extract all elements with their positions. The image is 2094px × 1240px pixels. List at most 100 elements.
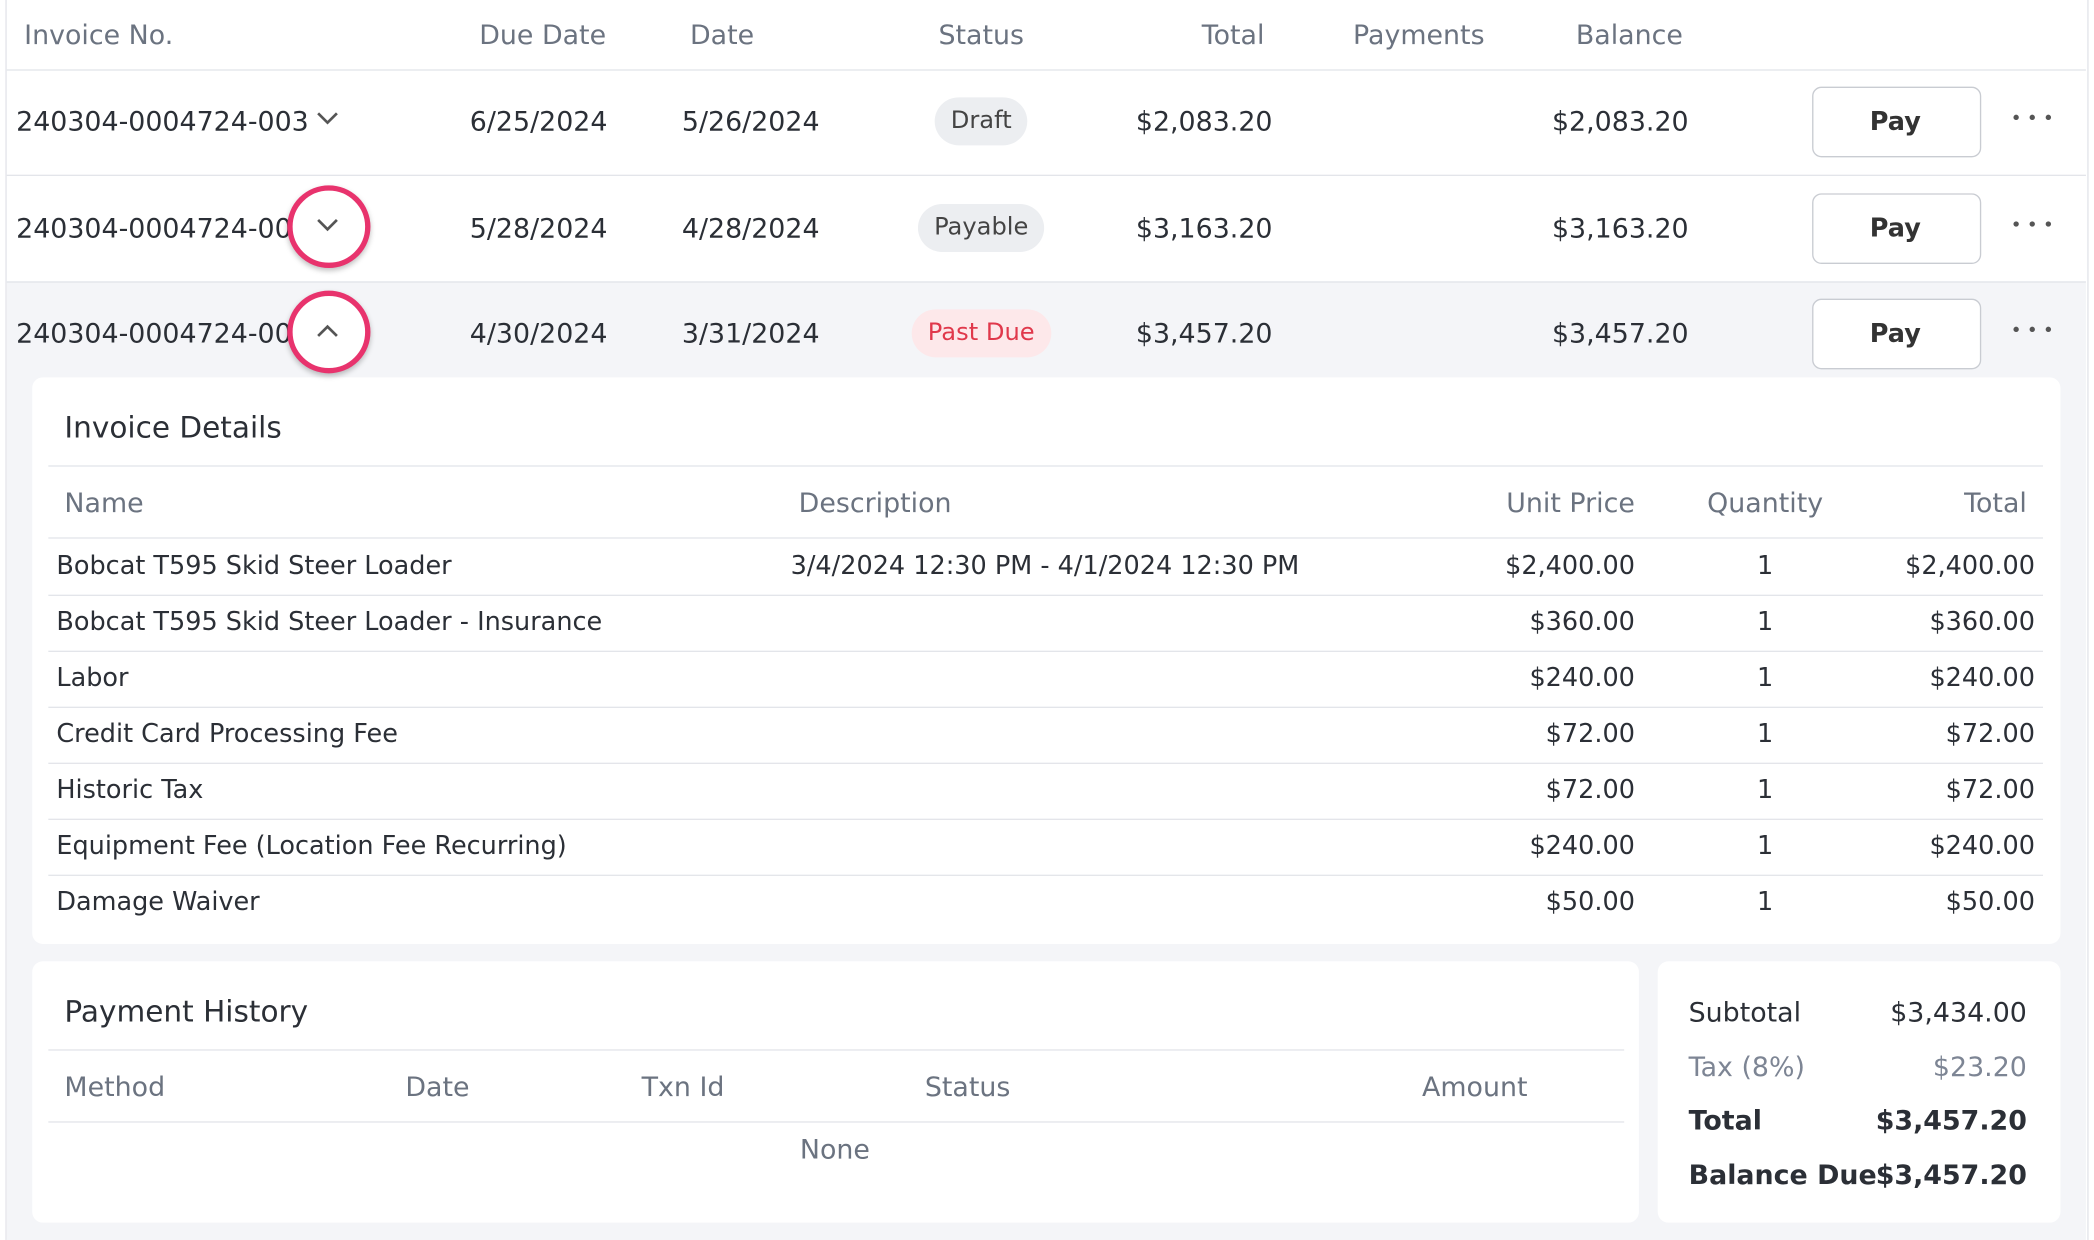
invoice-number: 240304-0004724-003 [16,105,309,138]
more-menu-dot[interactable] [2013,220,2019,226]
invoice-number: 240304-0004724-002 [16,211,309,244]
summary-value: $3,434.00 [1890,995,2027,1028]
summary-card [1657,961,2061,1223]
more-menu-dot[interactable] [2045,220,2052,226]
expand-toggle[interactable] [314,111,341,127]
column-header: Unit Price [1506,486,1635,519]
more-menu-dot[interactable] [2029,220,2035,226]
total: $2,083.20 [1135,105,1273,138]
line-total: $240.00 [1929,831,2035,861]
divider [48,1049,1625,1051]
unit-price: $360.00 [1529,607,1635,637]
highlight-ring [287,184,371,268]
column-header: Amount [1422,1070,1528,1103]
column-header: Method [64,1070,166,1103]
balance: $3,457.20 [1551,317,1689,350]
summary-value: $23.20 [1932,1049,2027,1082]
item-name: Damage Waiver [56,887,260,917]
quantity: 1 [1757,719,1774,749]
summary-value: $3,457.20 [1875,1157,2027,1190]
summary-label: Total [1688,1103,1762,1136]
summary-label: Balance Due [1688,1157,1877,1190]
details-card [32,377,2061,944]
expand-toggle[interactable] [314,217,341,233]
date: 4/28/2024 [681,211,820,244]
quantity: 1 [1757,775,1774,805]
section-title: Invoice Details [64,411,282,446]
column-header: Status [924,1070,1011,1103]
total: $3,163.20 [1135,211,1273,244]
divider [48,537,2043,539]
pay-button-label[interactable]: Pay [1869,213,1921,243]
column-header: Invoice No. [24,18,174,51]
expand-toggle[interactable] [314,323,341,339]
divider [48,873,2043,876]
pay-button[interactable] [1812,86,1982,158]
status-badge: Payable [917,203,1045,252]
column-header: Date [405,1070,470,1103]
item-name: Historic Tax [56,775,204,805]
line-total: $72.00 [1945,719,2035,749]
line-total: $240.00 [1929,663,2035,693]
quantity: 1 [1757,831,1774,861]
total: $3,457.20 [1135,317,1273,350]
unit-price: $72.00 [1545,719,1635,749]
more-menu-dot[interactable] [2045,114,2052,120]
quantity: 1 [1757,551,1774,581]
summary-value: $3,457.20 [1875,1103,2027,1136]
pay-button[interactable] [1812,192,1982,264]
item-name: Credit Card Processing Fee [56,719,398,749]
column-header: Description [798,486,952,519]
column-header: Total [1201,18,1265,51]
pay-button-label[interactable]: Pay [1869,107,1921,137]
unit-price: $72.00 [1545,775,1635,805]
invoice-number: 240304-0004724-001 [16,317,309,350]
divider [48,465,2043,467]
date: 3/31/2024 [681,317,820,350]
more-menu-dot[interactable] [2045,326,2052,332]
status-badge: Draft [934,97,1028,146]
status-badge: Past Due [911,309,1051,358]
quantity: 1 [1757,887,1774,917]
line-total: $72.00 [1945,775,2035,805]
item-name: Bobcat T595 Skid Steer Loader [56,551,452,581]
quantity: 1 [1757,663,1774,693]
column-header: Quantity [1707,486,1824,519]
item-name: Equipment Fee (Location Fee Recurring) [56,831,567,861]
divider [48,761,2043,764]
empty-state: None [799,1133,870,1166]
pay-button[interactable] [1812,298,1982,370]
item-name: Labor [56,663,129,693]
section-title: Payment History [64,995,309,1030]
divider [48,705,2043,708]
unit-price: $240.00 [1529,831,1635,861]
unit-price: $50.00 [1545,887,1635,917]
divider [6,174,2086,176]
item-name: Bobcat T595 Skid Steer Loader - Insuranc… [56,607,603,637]
due-date: 4/30/2024 [469,317,608,350]
divider [6,69,2086,71]
divider [48,593,2043,596]
summary-label: Subtotal [1688,995,1802,1028]
more-menu-dot[interactable] [2013,114,2019,120]
balance: $3,163.20 [1551,211,1689,244]
more-menu-dot[interactable] [2029,114,2035,120]
divider [48,817,2043,820]
more-menu-dot[interactable] [2013,326,2019,332]
divider [48,649,2043,652]
column-header: Due Date [479,18,607,51]
payments-card [32,961,1639,1223]
column-header: Date [689,18,755,51]
column-header: Balance [1575,18,1683,51]
table-frame [5,0,2089,1240]
balance: $2,083.20 [1551,105,1689,138]
column-header: Total [1964,486,2027,519]
more-menu-dot[interactable] [2029,326,2035,332]
pay-button-label[interactable]: Pay [1869,319,1921,349]
due-date: 6/25/2024 [469,105,608,138]
summary-label: Tax (8%) [1688,1049,1805,1082]
unit-price: $2,400.00 [1505,551,1635,581]
line-total: $50.00 [1945,887,2035,917]
highlight-ring [287,290,371,374]
